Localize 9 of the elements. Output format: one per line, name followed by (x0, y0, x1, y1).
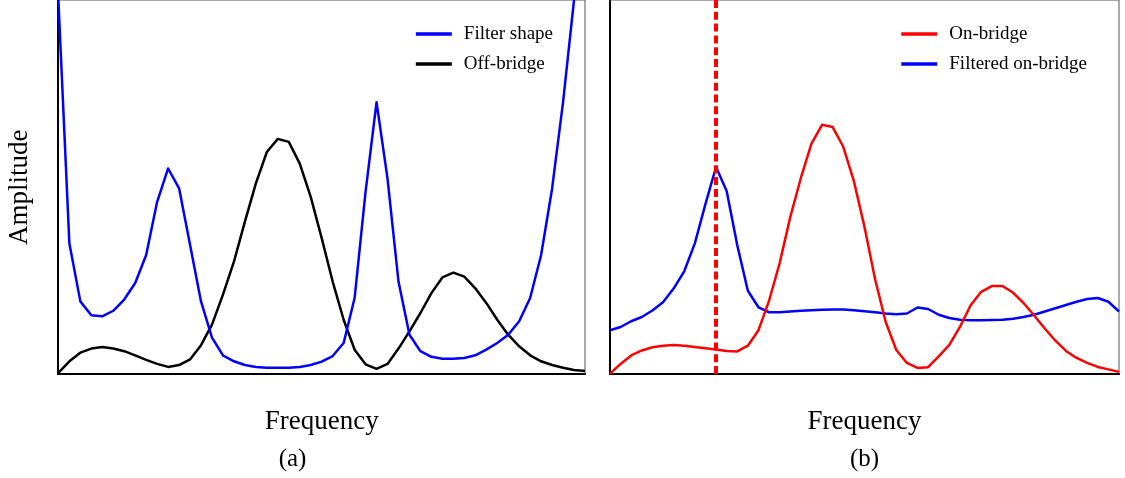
text: (a) (278, 443, 307, 472)
x-axis-title: Frequency (807, 404, 922, 435)
legend-label: On-bridge (949, 21, 1028, 43)
legend-label: Off-bridge (463, 51, 545, 73)
legend-label: Filtered on-bridge (949, 51, 1088, 73)
legend-label: Filter shape (463, 21, 554, 43)
x-axis-title: Frequency (264, 404, 380, 435)
y-axis-title: Amplitude (3, 129, 34, 245)
text: (b) (849, 443, 880, 472)
